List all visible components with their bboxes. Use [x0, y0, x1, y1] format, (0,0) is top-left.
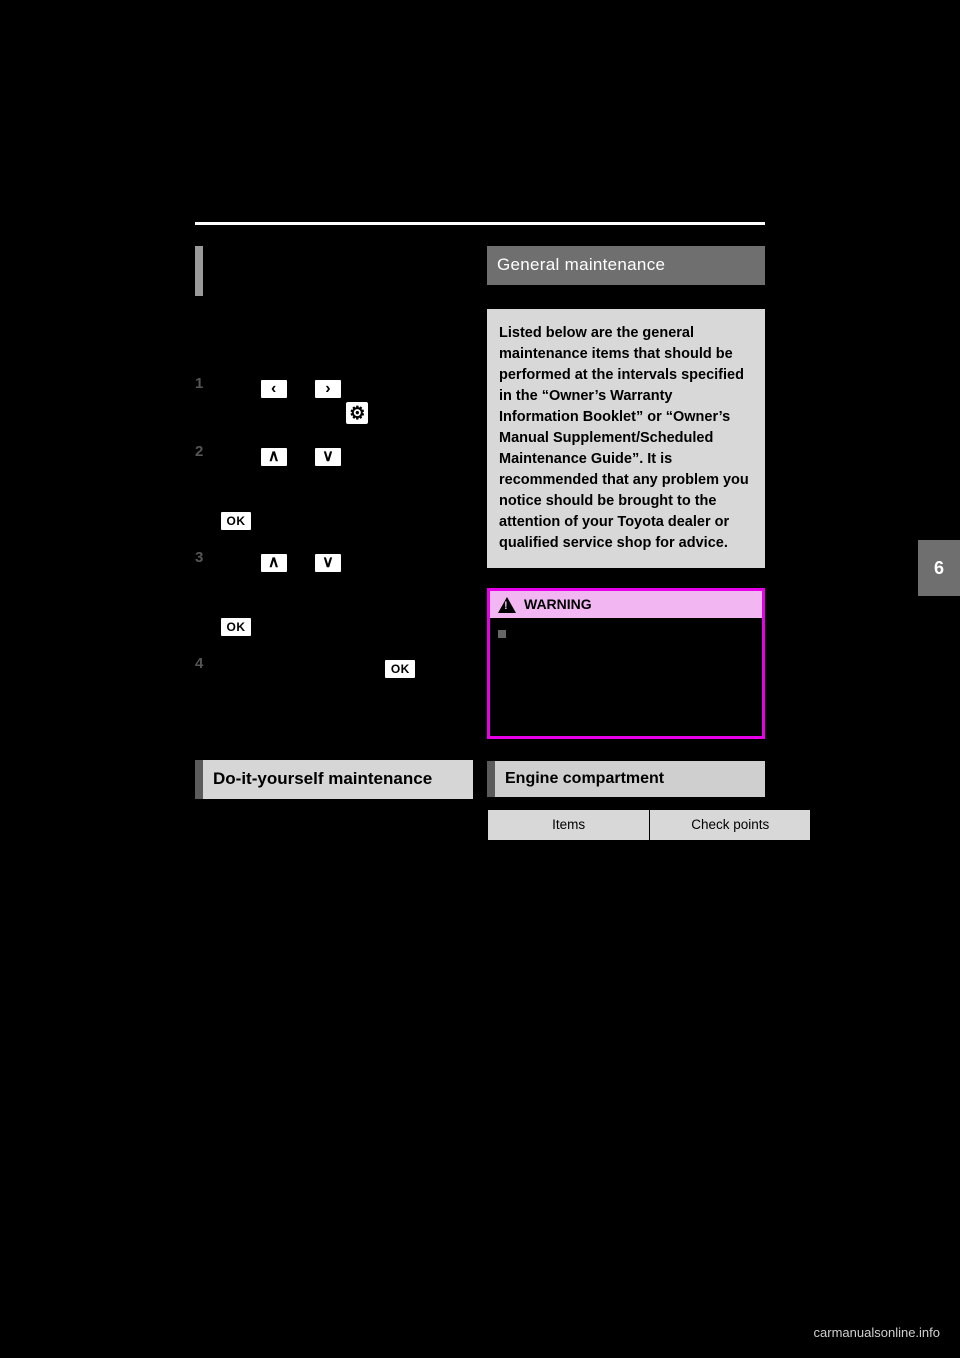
table-cell-item: Brake fluid [488, 841, 650, 894]
step-3-or: or [295, 549, 307, 565]
engine-compartment-table: Items Check points Brake fluid Is the br… [487, 809, 811, 1056]
general-maintenance-title: General maintenance [487, 246, 765, 285]
warning-box: WARNING If the hybrid system is operatin… [487, 588, 765, 739]
right-key-icon: › [313, 378, 343, 400]
step-2-pre: Press [217, 443, 253, 459]
ok-key-icon-2: OK [219, 616, 253, 638]
left-key-icon: ‹ [259, 378, 289, 400]
step-2: Press ∧ or ∨ of the meter control switch… [195, 442, 473, 532]
step-2-postb: of the meter control switches, select "V… [217, 443, 469, 504]
table-row: Engine oil Is the engine oil at the corr… [488, 1002, 811, 1055]
table-cell-check: Is the engine oil at the correct level? … [650, 1002, 811, 1055]
warning-header: WARNING [490, 591, 762, 618]
diy-paragraph: If you perform maintenance by yourself, … [195, 809, 473, 866]
warning-body: If the hybrid system is operating, be su… [490, 618, 762, 736]
page-top-rule [195, 222, 765, 225]
table-header-checkpoints: Check points [650, 810, 811, 841]
step-1-postb: of the meter control switches and select [217, 375, 469, 417]
warning-bullet-icon [498, 630, 506, 638]
warning-triangle-icon [498, 597, 516, 613]
step-1: Press ‹ or › of the meter control switch… [195, 374, 473, 426]
step-1-pre: Press [217, 375, 253, 391]
table-cell-check: Is the brake fluid at the correct level?… [650, 841, 811, 894]
page: Resetting the message indicating mainten… [0, 0, 960, 1358]
up-key-icon-2: ∧ [259, 552, 289, 574]
section-thumb-tab: 6 [918, 540, 960, 596]
right-column: General maintenance Listed below are the… [487, 234, 765, 1056]
gear-icon: ⚙ [344, 400, 370, 426]
table-cell-check: Is the engine/intercooler/power control … [650, 894, 811, 1002]
table-row: Brake fluid Is the brake fluid at the co… [488, 841, 811, 894]
step-4-tail: . [419, 655, 423, 671]
up-key-icon: ∧ [259, 446, 289, 468]
ok-key-icon-3: OK [383, 658, 417, 680]
reset-heading-bar: Resetting the message indicating mainten… [195, 246, 473, 296]
step-4: Select the "Yes" and push OK. [195, 654, 473, 680]
step-4-pre: Select the "Yes" and push [217, 655, 377, 671]
footer-watermark: carmanualsonline.info [814, 1324, 940, 1342]
step-2-tail: . [255, 507, 259, 523]
table-cell-item: Engine oil [488, 1002, 650, 1055]
engine-compartment-heading: Engine compartment [487, 761, 765, 797]
table-cell-item: Engine/intercooler/power control unit co… [488, 894, 650, 1002]
content-sheet: Resetting the message indicating mainten… [195, 234, 765, 1254]
down-key-icon-2: ∨ [313, 552, 343, 574]
step-3-postb: of the meter control switches, select th… [217, 549, 469, 610]
table-row: Engine/intercooler/power control unit co… [488, 894, 811, 1002]
step-3-tail: . [255, 613, 259, 629]
down-key-icon: ∨ [313, 446, 343, 468]
reset-heading: Resetting the message indicating mainten… [213, 246, 473, 296]
diy-heading: Do-it-yourself maintenance [195, 760, 473, 799]
warning-label: WARNING [524, 595, 592, 614]
step-3-pre: Press [217, 549, 253, 565]
general-maintenance-intro: Listed below are the general maintenance… [487, 309, 765, 568]
step-2-or: or [295, 443, 307, 459]
left-column: Resetting the message indicating mainten… [195, 234, 473, 880]
ok-key-icon: OK [219, 510, 253, 532]
heading-stripe [195, 246, 203, 296]
table-header-items: Items [488, 810, 650, 841]
warning-text: If the hybrid system is operating, be su… [512, 629, 743, 721]
reset-steps: Press ‹ or › of the meter control switch… [195, 374, 473, 680]
step-1-or: or [295, 375, 307, 391]
step-3: Press ∧ or ∨ of the meter control switch… [195, 548, 473, 638]
reset-intro: After the required maintenance is perfor… [195, 304, 473, 361]
step-1-tail: . [372, 401, 376, 417]
table-header-row: Items Check points [488, 810, 811, 841]
